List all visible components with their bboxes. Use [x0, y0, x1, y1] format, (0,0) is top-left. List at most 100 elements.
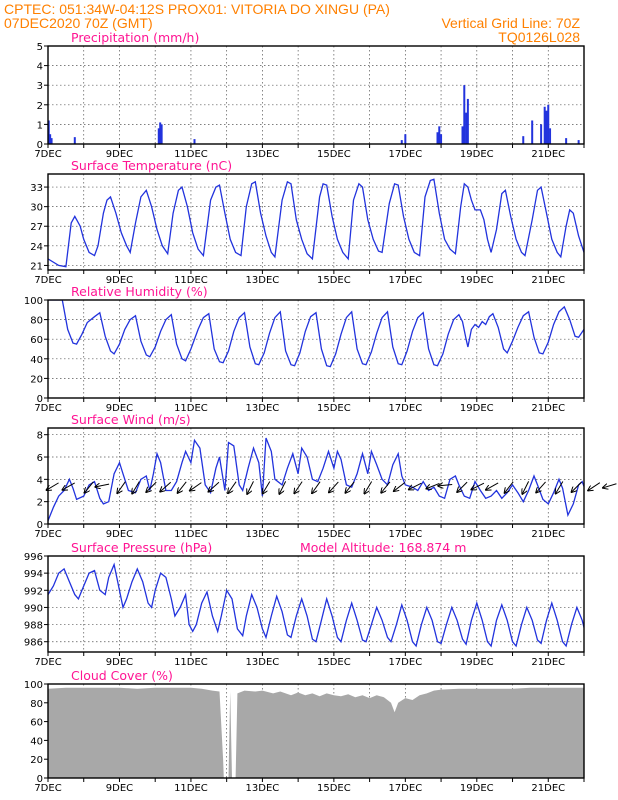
y-tick-label: 80: [30, 316, 43, 327]
panel-border: [47, 45, 585, 145]
wind-arrow: [190, 482, 202, 491]
precipitation-bar: [50, 138, 53, 144]
x-tick-label: 11DEC: [174, 275, 208, 286]
wind-arrow: [329, 481, 339, 492]
panel-4: 7DEC 9DEC 11DEC 13DEC 15DEC 17DEC 19DEC 21DEC 98…: [24, 540, 585, 668]
x-tick-label: 15DEC: [317, 657, 351, 668]
y-tick-label: 5: [37, 42, 43, 53]
pressure-line: [48, 562, 584, 648]
y-tick-label: 0: [37, 394, 43, 405]
panel-title: Relative Humidity (%): [71, 284, 208, 299]
x-tick-label: 9DEC: [106, 149, 133, 160]
wind-arrow: [279, 481, 287, 494]
y-tick-label: 24: [30, 242, 43, 253]
panel-title: Precipitation (mm/h): [71, 30, 199, 45]
wind-arrow: [247, 481, 254, 494]
precipitation-bar: [47, 120, 50, 144]
panel-0: 7DEC 9DEC 11DEC 13DEC 15DEC 17DEC 19DEC 21DEC 0 1…: [34, 30, 585, 160]
wind-arrow: [394, 482, 406, 491]
temperature-line: [48, 178, 584, 268]
wind-arrow: [381, 481, 391, 493]
y-tick-label: 30: [30, 203, 43, 214]
y-tick-label: 40: [30, 355, 43, 366]
x-tick-label: 21DEC: [531, 657, 565, 668]
x-tick-label: 11DEC: [174, 529, 208, 540]
precipitation-bar: [547, 104, 550, 144]
x-tick-label: 19DEC: [460, 783, 494, 794]
y-tick-label: 2: [37, 498, 43, 509]
wind-arrow: [556, 481, 564, 494]
wind-arrow: [160, 481, 172, 491]
precipitation-bar: [565, 138, 568, 144]
panel-3: 7DEC 9DEC 11DEC 13DEC 15DEC 17DEC 19DEC 21DEC 0 2…: [34, 412, 617, 540]
y-tick-label: 4: [37, 475, 43, 486]
y-tick-label: 994: [24, 569, 43, 580]
precipitation-bar: [577, 140, 580, 144]
x-tick-label: 21DEC: [531, 783, 565, 794]
y-tick-label: 40: [30, 736, 43, 747]
x-tick-label: 17DEC: [388, 529, 422, 540]
panel-2: 7DEC 9DEC 11DEC 13DEC 15DEC 17DEC 19DEC 21DEC 0 2…: [24, 284, 585, 414]
wind-arrow: [457, 481, 468, 492]
x-tick-label: 21DEC: [531, 149, 565, 160]
y-tick-label: 100: [24, 296, 43, 307]
cloud-cover-area: [48, 687, 584, 778]
x-tick-label: 13DEC: [246, 149, 280, 160]
precipitation-bar: [461, 126, 464, 144]
header-model-id: TQ0126L028: [498, 29, 580, 45]
x-tick-label: 15DEC: [317, 403, 351, 414]
precipitation-bar: [463, 85, 466, 144]
x-tick-label: 13DEC: [246, 275, 280, 286]
y-tick-label: 6: [37, 453, 43, 464]
precipitation-bar: [49, 134, 52, 144]
wind-arrow: [132, 481, 140, 494]
panel-title: Surface Wind (m/s): [71, 412, 191, 427]
x-tick-label: 11DEC: [174, 149, 208, 160]
panel-border: [47, 683, 585, 779]
x-tick-label: 19DEC: [460, 275, 494, 286]
precipitation-bar: [545, 110, 548, 144]
panel-title: Surface Pressure (hPa): [71, 540, 212, 555]
wind-arrow: [263, 481, 271, 494]
x-tick-label: 7DEC: [34, 149, 61, 160]
panel-border: [47, 555, 585, 653]
header-location: CPTEC: 051:34W-04:12S PROX01: VITORIA DO…: [4, 1, 390, 17]
humidity-line: [48, 300, 584, 368]
wind-arrow: [505, 481, 514, 493]
panel-1: 7DEC 9DEC 11DEC 13DEC 15DEC 17DEC 19DEC 21DEC 21…: [30, 158, 585, 286]
wind-speed-line: [48, 437, 584, 521]
x-tick-label: 17DEC: [388, 783, 422, 794]
precipitation-bar: [404, 134, 407, 144]
wind-arrow: [345, 481, 355, 493]
x-tick-label: 15DEC: [317, 783, 351, 794]
wind-arrow: [146, 481, 157, 492]
precipitation-bar: [440, 134, 443, 144]
x-tick-label: 13DEC: [246, 657, 280, 668]
y-tick-label: 80: [30, 699, 43, 710]
x-tick-label: 13DEC: [246, 403, 280, 414]
wind-arrow: [471, 482, 485, 489]
wind-arrow: [522, 481, 530, 494]
x-tick-label: 7DEC: [34, 783, 61, 794]
x-tick-label: 7DEC: [34, 275, 61, 286]
precipitation-bar: [465, 112, 468, 144]
x-tick-label: 9DEC: [106, 783, 133, 794]
header-grid-line: Vertical Grid Line: 70Z: [441, 15, 580, 31]
precipitation-bar: [466, 98, 469, 144]
y-tick-label: 0: [37, 774, 43, 785]
header-run-date: 07DEC2020 70Z (GMT): [4, 15, 153, 31]
precipitation-bar: [436, 132, 439, 144]
x-tick-label: 19DEC: [460, 403, 494, 414]
x-tick-label: 11DEC: [174, 403, 208, 414]
y-tick-label: 20: [30, 374, 43, 385]
y-tick-label: 1: [37, 120, 43, 131]
x-tick-label: 7DEC: [34, 403, 61, 414]
precipitation-bar: [73, 137, 76, 144]
panel-border: [47, 173, 585, 271]
wind-arrow: [208, 481, 220, 491]
x-tick-label: 17DEC: [388, 149, 422, 160]
wind-arrow: [486, 482, 499, 490]
wind-arrow: [62, 482, 75, 490]
panel-title: Cloud Cover (%): [71, 668, 173, 683]
x-tick-label: 17DEC: [388, 403, 422, 414]
